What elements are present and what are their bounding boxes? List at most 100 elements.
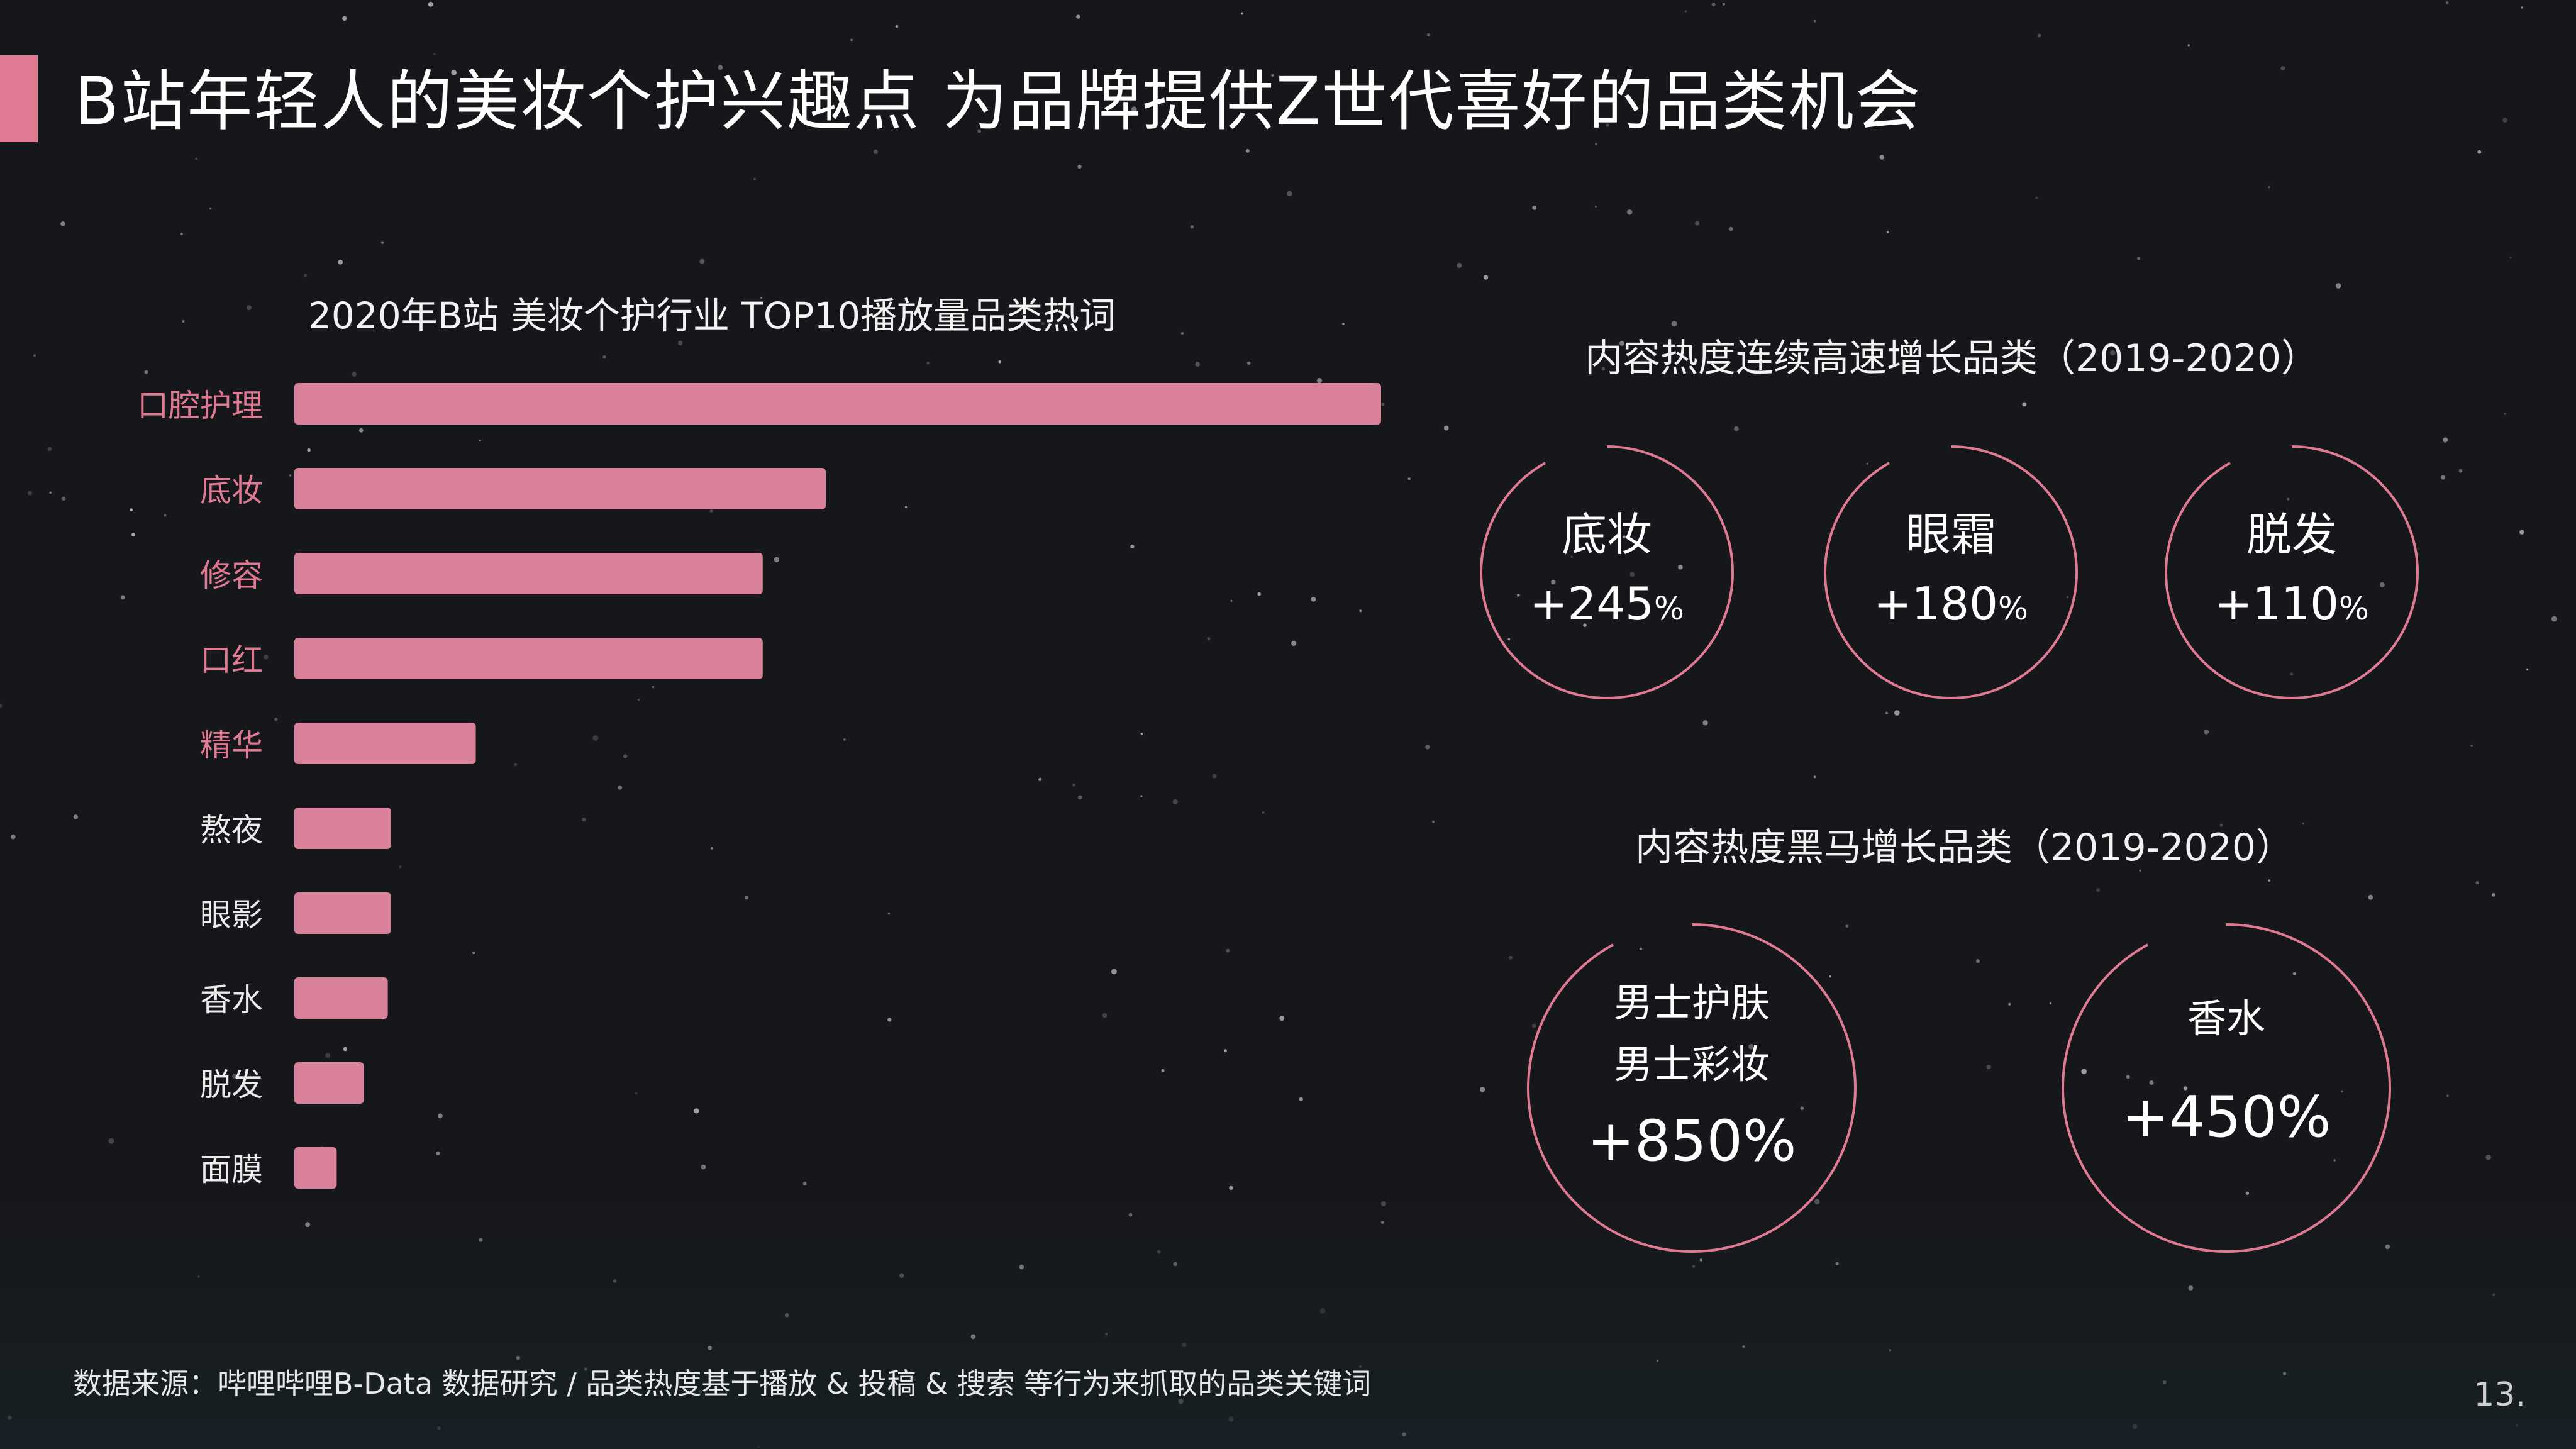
star — [1077, 164, 1082, 169]
star — [895, 25, 899, 28]
star — [718, 65, 723, 70]
star — [1729, 226, 1733, 231]
star — [998, 360, 1002, 364]
star — [289, 474, 292, 477]
star — [843, 738, 846, 741]
star — [637, 699, 640, 701]
star — [1885, 711, 1889, 715]
growth-section-title: 内容热度连续高速增长品类（2019-2020） — [1585, 336, 2319, 380]
bar — [294, 892, 391, 934]
star — [1212, 774, 1217, 779]
bar — [294, 468, 826, 509]
category-label: 修容 — [200, 557, 263, 594]
star — [2492, 893, 2496, 897]
star — [711, 847, 713, 850]
bar — [294, 808, 391, 849]
darkhorse-ring-2 — [2061, 923, 2391, 1253]
star — [760, 296, 763, 299]
star — [592, 735, 599, 741]
star — [1866, 462, 1868, 465]
star — [433, 53, 436, 55]
star — [2445, 1, 2449, 4]
star — [2137, 257, 2141, 260]
star — [1531, 1024, 1536, 1028]
star — [195, 157, 198, 160]
star — [1077, 795, 1082, 800]
star — [1702, 720, 1708, 726]
star — [1241, 12, 1243, 15]
darkhorse-value-2: +450% — [2121, 1084, 2331, 1150]
star — [2081, 1069, 2087, 1074]
star — [1829, 975, 1831, 978]
growth-name-2: 眼霜 — [1905, 508, 1996, 561]
star — [1886, 231, 1889, 233]
star — [47, 447, 52, 452]
star — [479, 439, 481, 442]
growth-name-1: 底妆 — [1561, 508, 1652, 561]
star — [247, 305, 252, 310]
star — [2233, 598, 2236, 602]
star — [2126, 1075, 2130, 1079]
star — [1041, 321, 1045, 325]
star — [904, 506, 908, 509]
star — [352, 372, 357, 377]
star — [2204, 729, 2209, 735]
star — [1606, 123, 1609, 127]
star — [2458, 469, 2463, 473]
category-label: 熬夜 — [200, 812, 263, 848]
category-label: 眼影 — [200, 897, 263, 933]
star — [1627, 209, 1633, 215]
star — [438, 1113, 443, 1119]
darkhorse-section-title: 内容热度黑马增长品类（2019-2020） — [1635, 826, 2294, 870]
star — [1195, 362, 1200, 367]
star — [1262, 811, 1265, 814]
star — [1976, 959, 1980, 963]
star — [623, 754, 628, 758]
star — [1800, 1106, 1804, 1110]
star — [164, 514, 167, 517]
star — [744, 896, 749, 900]
star — [1595, 143, 1597, 145]
star — [399, 865, 402, 869]
star — [1457, 263, 1462, 268]
growth-circle-1: 底妆 +245% — [1475, 440, 1739, 704]
star — [1443, 425, 1449, 431]
darkhorse-line1-2: 香水 — [2187, 996, 2265, 1041]
star — [62, 496, 66, 501]
star — [428, 1, 433, 7]
star — [1684, 10, 1687, 13]
star — [182, 320, 185, 323]
star — [1629, 572, 1635, 577]
star — [1161, 1069, 1165, 1072]
star — [120, 595, 125, 600]
star — [2341, 1090, 2344, 1093]
star — [582, 817, 586, 822]
star — [1106, 96, 1109, 99]
star — [1381, 402, 1385, 406]
star — [1342, 323, 1345, 325]
star — [2502, 118, 2508, 123]
star — [2379, 582, 2385, 587]
star — [28, 491, 33, 496]
star — [2551, 616, 2557, 622]
growth-name-3: 脱发 — [2246, 508, 2337, 561]
star — [652, 686, 655, 689]
star — [977, 129, 982, 133]
star — [2149, 1080, 2154, 1085]
star — [2509, 256, 2512, 259]
star — [1130, 545, 1135, 549]
star — [264, 655, 269, 660]
category-label: 底妆 — [200, 472, 263, 509]
star — [1532, 205, 1537, 210]
star — [144, 370, 148, 374]
star — [1516, 594, 1520, 597]
star — [1279, 1016, 1285, 1021]
title-accent-bar — [0, 55, 38, 142]
star — [2335, 283, 2341, 289]
darkhorse-circle-2: 香水 +450% — [2057, 918, 2396, 1258]
star — [1480, 1087, 1485, 1092]
star — [131, 533, 135, 537]
star — [1311, 597, 1316, 602]
star — [1111, 969, 1117, 975]
star — [887, 912, 891, 915]
